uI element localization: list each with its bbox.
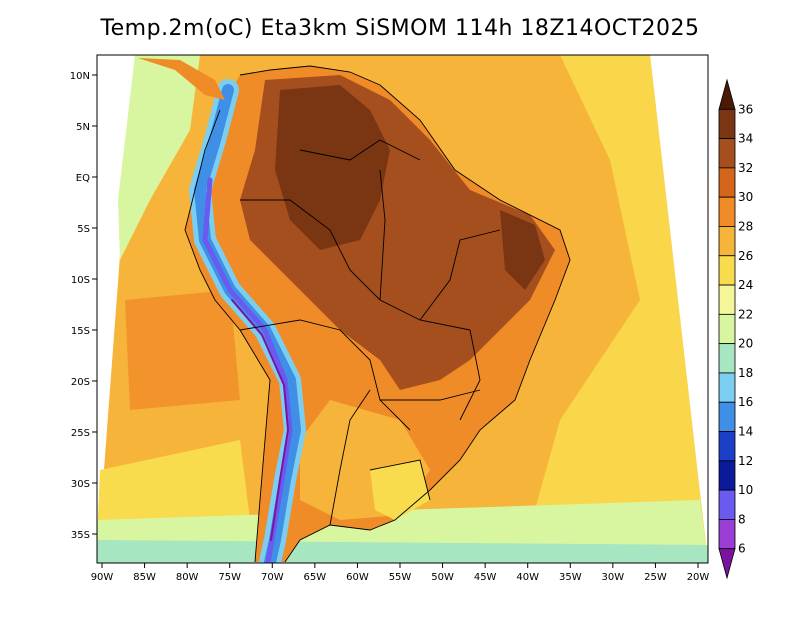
- colorbar-label: 10: [738, 483, 753, 497]
- colorbar-top-arrow: [718, 78, 736, 110]
- lon-label: 75W: [218, 572, 241, 583]
- lat-label: 5S: [77, 224, 90, 235]
- colorbar-label: 28: [738, 219, 753, 233]
- lat-label: 10N: [70, 71, 90, 82]
- colorbar-swatch: [718, 226, 736, 257]
- lon-label: 45W: [474, 572, 497, 583]
- central-america-land: [138, 58, 225, 100]
- colorbar-label: 16: [738, 395, 753, 409]
- lon-label: 40W: [516, 572, 539, 583]
- colorbar-swatch: [718, 431, 736, 462]
- colorbar-label: 12: [738, 454, 753, 468]
- colorbar-label: 36: [738, 102, 753, 116]
- colorbar-swatch: [718, 196, 736, 227]
- colorbar-swatch: [718, 372, 736, 403]
- colorbar-label: 26: [738, 249, 753, 263]
- lat-label: 35S: [71, 530, 90, 541]
- land-very-hot-amazon: [275, 85, 390, 250]
- colorbar-swatch: [718, 313, 736, 345]
- lon-label: 35W: [559, 572, 582, 583]
- land-cool-uruguay: [370, 460, 430, 520]
- colorbar-label: 34: [738, 132, 753, 146]
- latitude-axis: 10N 5N EQ 5S 10S 15S 20S 25S 30S 35S: [70, 71, 97, 541]
- colorbar-label: 6: [738, 542, 746, 556]
- plot-frame: [96, 54, 709, 564]
- colorbar-swatch: [718, 343, 736, 374]
- lon-label: 70W: [261, 572, 284, 583]
- lon-label: 50W: [431, 572, 454, 583]
- colorbar-swatch: [718, 519, 736, 550]
- country-borders: [184, 65, 571, 563]
- colorbar-swatch: [718, 108, 736, 139]
- lon-label: 20W: [687, 572, 710, 583]
- lon-label: 65W: [304, 572, 327, 583]
- andes-extreme-band: [231, 299, 289, 541]
- colorbar-label: 24: [738, 278, 753, 292]
- ocean-warm-pacific: [125, 290, 240, 410]
- lat-label: 25S: [71, 428, 90, 439]
- lon-label: 85W: [133, 572, 156, 583]
- colorbar: 36 34 32 30 28 26 24 22 20 18 16 14 12 10 8 6: [718, 78, 753, 580]
- colorbar-label: 32: [738, 161, 753, 175]
- lon-label: 90W: [91, 572, 114, 583]
- colorbar-label: 22: [738, 307, 753, 321]
- lon-label: 30W: [602, 572, 625, 583]
- ocean-colder-south: [97, 540, 708, 563]
- colorbar-swatch: [718, 167, 736, 198]
- colorbar-swatch: [718, 401, 736, 432]
- lon-label: 55W: [389, 572, 412, 583]
- colorbar-label: 8: [738, 512, 746, 526]
- colorbar-bottom-arrow: [718, 548, 736, 580]
- lat-label: EQ: [76, 173, 90, 184]
- colorbar-label: 30: [738, 190, 753, 204]
- ocean-cool-southwest: [97, 440, 250, 540]
- lat-label: 5N: [76, 122, 90, 133]
- colorbar-label: 14: [738, 425, 753, 439]
- ocean-cool-pacific-north: [118, 55, 200, 260]
- colorbar-swatch: [718, 138, 736, 169]
- colorbar-label: 20: [738, 337, 753, 351]
- colorbar-swatch: [718, 489, 736, 520]
- andes-frozen-band: [202, 177, 293, 563]
- lon-label: 25W: [644, 572, 667, 583]
- lon-label: 60W: [346, 572, 369, 583]
- longitude-axis: 90W 85W 80W 75W 70W 65W 60W 55W 50W 45W 40W 35W 30W 2…: [91, 563, 710, 583]
- land-very-hot-northeast: [500, 210, 545, 290]
- lat-label: 15S: [71, 326, 90, 337]
- colorbar-swatch: [718, 284, 736, 315]
- ocean-cool-east: [520, 55, 708, 563]
- colorbar-swatch: [718, 255, 736, 286]
- colorbar-swatch: [718, 460, 736, 491]
- lat-label: 10S: [71, 275, 90, 286]
- lat-label: 30S: [71, 479, 90, 490]
- lat-label: 20S: [71, 377, 90, 388]
- colorbar-label: 18: [738, 366, 753, 380]
- map-title: Temp.2m(oC) Eta3km SiSMOM 114h 18Z14OCT2…: [100, 16, 700, 41]
- lon-label: 80W: [176, 572, 199, 583]
